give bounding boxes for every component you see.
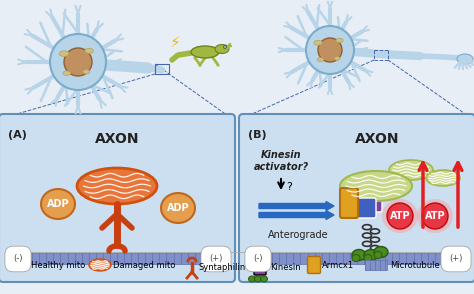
Ellipse shape (364, 255, 372, 261)
Text: AXON: AXON (95, 132, 139, 146)
Text: (B): (B) (248, 130, 266, 140)
FancyBboxPatch shape (358, 192, 382, 212)
Text: Anterograde: Anterograde (268, 230, 328, 240)
Ellipse shape (248, 276, 255, 282)
Ellipse shape (50, 34, 106, 90)
Ellipse shape (224, 46, 227, 49)
Ellipse shape (389, 160, 433, 180)
FancyBboxPatch shape (0, 114, 235, 282)
Text: ?: ? (286, 182, 292, 192)
Ellipse shape (306, 26, 354, 74)
Ellipse shape (417, 199, 453, 233)
Text: AXON: AXON (355, 132, 399, 146)
Ellipse shape (261, 276, 267, 282)
Text: Kinesin: Kinesin (270, 263, 301, 273)
FancyBboxPatch shape (340, 188, 358, 218)
Text: ADP: ADP (167, 203, 189, 213)
Bar (365, 260, 387, 270)
Ellipse shape (41, 189, 75, 219)
Ellipse shape (352, 250, 366, 260)
Text: ATP: ATP (390, 211, 410, 221)
Ellipse shape (7, 259, 29, 271)
Ellipse shape (317, 58, 324, 61)
Ellipse shape (422, 203, 448, 229)
Text: Microtubule: Microtubule (390, 260, 440, 270)
Ellipse shape (374, 251, 382, 258)
Ellipse shape (89, 259, 111, 271)
FancyBboxPatch shape (249, 259, 261, 269)
Ellipse shape (387, 203, 413, 229)
Ellipse shape (457, 54, 473, 64)
Text: (-): (-) (13, 255, 23, 263)
Text: ADP: ADP (46, 199, 69, 209)
FancyBboxPatch shape (350, 198, 376, 218)
Ellipse shape (64, 48, 92, 76)
Text: (+): (+) (210, 255, 223, 263)
Ellipse shape (318, 38, 342, 62)
Ellipse shape (255, 276, 262, 282)
Ellipse shape (336, 38, 343, 43)
Text: ⚡: ⚡ (170, 34, 181, 49)
Ellipse shape (77, 168, 157, 204)
Ellipse shape (59, 51, 69, 56)
Text: Damaged mito: Damaged mito (113, 260, 175, 270)
Ellipse shape (63, 71, 71, 76)
Ellipse shape (161, 193, 195, 223)
Ellipse shape (426, 170, 460, 186)
Text: Healthy mito: Healthy mito (31, 260, 85, 270)
Ellipse shape (340, 171, 412, 201)
FancyArrow shape (259, 201, 334, 211)
Bar (155, 64, 169, 74)
Ellipse shape (215, 44, 229, 54)
Ellipse shape (352, 255, 360, 261)
Text: ATP: ATP (425, 211, 445, 221)
Text: (-): (-) (253, 255, 263, 263)
Text: (+): (+) (449, 255, 463, 263)
Ellipse shape (382, 199, 418, 233)
Ellipse shape (191, 46, 219, 58)
FancyBboxPatch shape (239, 114, 474, 282)
Ellipse shape (364, 250, 378, 260)
FancyArrow shape (259, 211, 334, 220)
Ellipse shape (224, 46, 226, 48)
Ellipse shape (374, 246, 388, 258)
Bar (251, 253, 463, 263)
Text: Kinesin
activator?: Kinesin activator? (254, 150, 309, 172)
Ellipse shape (83, 70, 90, 74)
Text: Syntaphilin: Syntaphilin (199, 263, 246, 273)
Ellipse shape (334, 57, 340, 60)
FancyBboxPatch shape (254, 265, 266, 275)
Bar (11, 253, 223, 263)
Text: (A): (A) (8, 130, 27, 140)
Ellipse shape (85, 48, 93, 53)
FancyBboxPatch shape (308, 256, 320, 273)
Ellipse shape (314, 40, 322, 45)
Text: Armcx1: Armcx1 (322, 260, 354, 270)
